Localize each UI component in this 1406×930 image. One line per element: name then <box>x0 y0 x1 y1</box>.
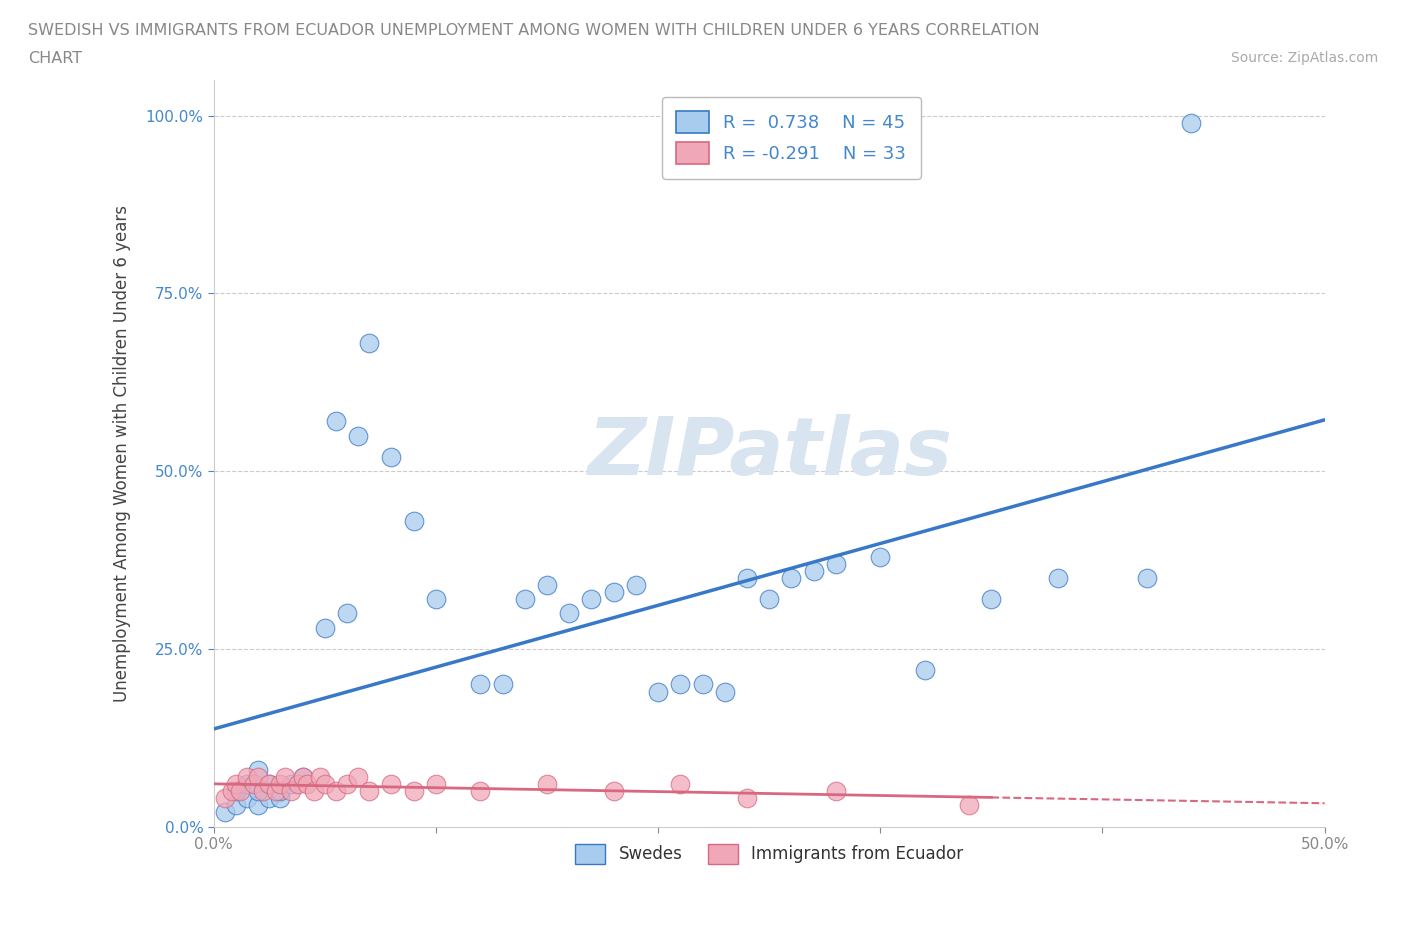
Point <box>236 790 259 805</box>
Point <box>225 798 247 813</box>
Point <box>491 677 513 692</box>
Point <box>758 591 780 606</box>
Point <box>314 777 336 791</box>
Point <box>957 798 980 813</box>
Point <box>242 777 264 791</box>
Point <box>309 769 332 784</box>
Point <box>247 798 270 813</box>
Point <box>624 578 647 592</box>
Point <box>513 591 536 606</box>
Point <box>669 677 692 692</box>
Point <box>735 790 758 805</box>
Point <box>824 556 846 571</box>
Point <box>214 805 236 820</box>
Point <box>602 784 624 799</box>
Point <box>425 777 447 791</box>
Point <box>824 784 846 799</box>
Point <box>869 549 891 564</box>
Point <box>536 777 558 791</box>
Point <box>602 585 624 600</box>
Text: ZIPatlas: ZIPatlas <box>586 415 952 492</box>
Point <box>314 620 336 635</box>
Point <box>274 769 297 784</box>
Point <box>247 769 270 784</box>
Point <box>287 777 309 791</box>
Point <box>247 763 270 777</box>
Point <box>692 677 714 692</box>
Point <box>259 777 281 791</box>
Point <box>225 777 247 791</box>
Point <box>264 784 287 799</box>
Point <box>252 784 274 799</box>
Point <box>336 606 359 621</box>
Point <box>347 428 370 443</box>
Point <box>470 784 492 799</box>
Point <box>269 784 291 799</box>
Point <box>269 790 291 805</box>
Point <box>425 591 447 606</box>
Point <box>558 606 581 621</box>
Point <box>470 677 492 692</box>
Point <box>280 784 302 799</box>
Point <box>302 784 325 799</box>
Point <box>647 684 669 699</box>
Point <box>536 578 558 592</box>
Point <box>380 777 402 791</box>
Point <box>359 784 381 799</box>
Point <box>780 570 803 585</box>
Point <box>236 777 259 791</box>
Point <box>402 513 425 528</box>
Point <box>236 769 259 784</box>
Point <box>735 570 758 585</box>
Point <box>1180 115 1202 130</box>
Point <box>1046 570 1069 585</box>
Point <box>581 591 603 606</box>
Point <box>669 777 692 791</box>
Point <box>980 591 1002 606</box>
Point <box>280 777 302 791</box>
Point <box>402 784 425 799</box>
Point <box>325 414 347 429</box>
Point <box>803 564 825 578</box>
Point <box>291 769 314 784</box>
Point <box>269 777 291 791</box>
Point <box>1136 570 1159 585</box>
Point <box>225 784 247 799</box>
Point <box>336 777 359 791</box>
Point <box>214 790 236 805</box>
Point <box>380 449 402 464</box>
Text: CHART: CHART <box>28 51 82 66</box>
Y-axis label: Unemployment Among Women with Children Under 6 years: Unemployment Among Women with Children U… <box>114 205 131 702</box>
Point <box>259 790 281 805</box>
Point <box>229 784 252 799</box>
Text: SWEDISH VS IMMIGRANTS FROM ECUADOR UNEMPLOYMENT AMONG WOMEN WITH CHILDREN UNDER : SWEDISH VS IMMIGRANTS FROM ECUADOR UNEMP… <box>28 23 1040 38</box>
Point <box>247 784 270 799</box>
Point <box>295 777 318 791</box>
Point <box>259 777 281 791</box>
Point <box>347 769 370 784</box>
Text: Source: ZipAtlas.com: Source: ZipAtlas.com <box>1230 51 1378 65</box>
Point <box>713 684 735 699</box>
Point <box>291 769 314 784</box>
Legend: Swedes, Immigrants from Ecuador: Swedes, Immigrants from Ecuador <box>568 837 970 870</box>
Point <box>359 336 381 351</box>
Point <box>914 663 936 678</box>
Point <box>325 784 347 799</box>
Point <box>221 784 243 799</box>
